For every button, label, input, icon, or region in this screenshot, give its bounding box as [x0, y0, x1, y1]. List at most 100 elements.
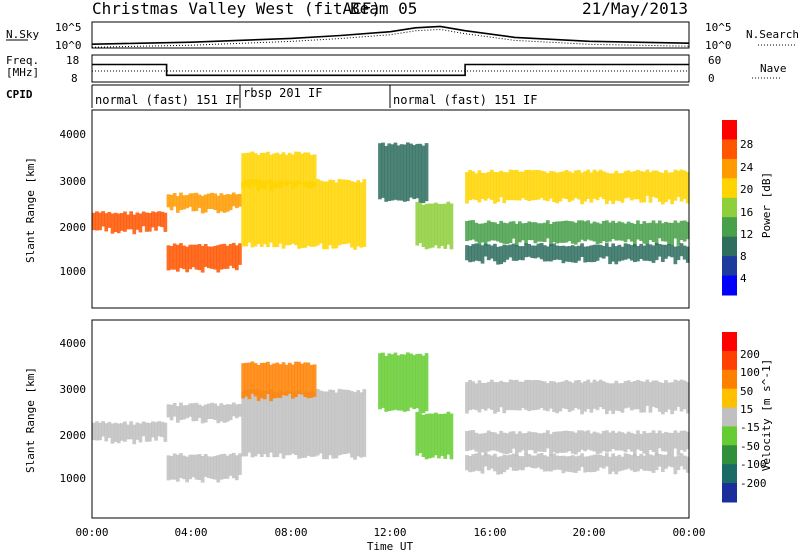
heatmap-cell — [629, 245, 634, 261]
heatmap-cell — [633, 433, 637, 457]
heatmap-cell — [390, 354, 395, 411]
heatmap-cell — [654, 243, 659, 261]
heatmap-cell — [549, 454, 553, 472]
velocity-colorbar — [722, 332, 737, 503]
heatmap-cell — [676, 455, 681, 471]
colorbar-swatch — [722, 120, 737, 140]
heatmap-cell — [418, 203, 423, 244]
heatmap-cell — [278, 364, 283, 398]
heatmap-cell — [679, 453, 684, 467]
heatmap-cell — [561, 431, 566, 453]
heatmap-cell — [518, 221, 522, 243]
heatmap-cell — [95, 421, 99, 441]
heatmap-cell — [406, 142, 410, 202]
heatmap-cell — [633, 223, 637, 247]
heatmap-cell — [521, 223, 525, 241]
heatmap-cell — [188, 244, 193, 270]
heatmap-cell — [272, 363, 276, 399]
heatmap-cell — [477, 244, 482, 262]
heatmap-cell — [309, 180, 314, 247]
heatmap-cell — [586, 220, 591, 240]
xtick-8: 08:00 — [274, 526, 307, 539]
noise-tick-top: 10^5 — [55, 21, 82, 34]
heatmap-cell — [623, 433, 628, 453]
power-cbtick-4: 4 — [740, 272, 747, 285]
heatmap-cell — [144, 212, 149, 232]
heatmap-cell — [225, 194, 230, 212]
heatmap-cell — [297, 151, 301, 185]
heatmap-cell — [315, 179, 320, 246]
heatmap-cell — [207, 456, 211, 479]
heatmap-cell — [312, 364, 317, 397]
heatmap-cell — [331, 180, 336, 249]
heatmap-cell — [608, 222, 612, 242]
heatmap-cell — [552, 221, 556, 243]
heatmap-cell — [614, 456, 619, 475]
heatmap-cell — [570, 245, 575, 263]
heatmap-cell — [546, 173, 550, 202]
heatmap-cell — [595, 432, 600, 455]
heatmap-cell — [633, 244, 637, 263]
heatmap-cell — [648, 382, 653, 413]
heatmap-cell — [657, 244, 662, 257]
heatmap-cell — [617, 244, 622, 262]
heatmap-cell — [222, 243, 227, 269]
heatmap-cell — [539, 243, 544, 260]
heatmap-cell — [213, 193, 217, 210]
heatmap-cell — [194, 402, 199, 421]
heatmap-cell — [359, 392, 364, 458]
heatmap-cell — [636, 220, 640, 240]
heatmap-cell — [306, 181, 311, 246]
heatmap-cell — [231, 402, 236, 417]
heatmap-cell — [241, 363, 245, 399]
heatmap-cell — [421, 145, 426, 204]
heatmap-cell — [508, 169, 513, 201]
heatmap-cell — [614, 246, 619, 265]
velocity-panel: Slant Range [km] 4000 3000 2000 1000 Vel… — [24, 319, 773, 519]
heatmap-cell — [197, 404, 202, 418]
heatmap-cell — [247, 152, 252, 190]
heatmap-cell — [468, 169, 472, 201]
xaxis-label: Time UT — [367, 540, 414, 553]
heatmap-cell — [530, 245, 535, 258]
heatmap-cell — [322, 391, 326, 460]
heatmap-cell — [235, 245, 239, 271]
heatmap-cell — [378, 353, 382, 410]
heatmap-cell — [601, 381, 606, 410]
colorbar-swatch — [722, 139, 737, 160]
heatmap-cell — [524, 223, 528, 245]
heatmap-cell — [555, 431, 559, 454]
heatmap-cell — [561, 221, 566, 243]
heatmap-cell — [197, 454, 202, 481]
heatmap-cell — [577, 455, 581, 471]
colorbar-swatch — [722, 388, 737, 409]
heatmap-cell — [648, 432, 653, 451]
heatmap-cell — [294, 181, 298, 246]
heatmap-cell — [231, 192, 236, 207]
heatmap-cell — [356, 390, 360, 457]
heatmap-cell — [421, 355, 426, 414]
heatmap-cell — [154, 422, 158, 441]
heatmap-cell — [530, 455, 535, 468]
heatmap-cell — [104, 423, 109, 442]
heatmap-cell — [598, 433, 603, 454]
heatmap-cell — [113, 212, 118, 232]
heatmap-cell — [148, 423, 152, 442]
heatmap-cell — [247, 389, 252, 453]
heatmap-cell — [347, 390, 351, 454]
heatmap-cell — [670, 382, 674, 415]
heatmap-cell — [552, 381, 556, 412]
heatmap-cell — [592, 221, 597, 242]
heatmap-cell — [353, 182, 357, 250]
heatmap-cell — [486, 430, 491, 452]
heatmap-cell — [611, 430, 615, 449]
heatmap-cell — [347, 180, 351, 244]
heatmap-cell — [654, 170, 659, 199]
heatmap-cell — [552, 431, 556, 453]
heatmap-cell — [172, 453, 177, 480]
heatmap-cell — [611, 383, 615, 414]
heatmap-cell — [176, 454, 180, 482]
heatmap-cell — [514, 455, 519, 471]
cpid-segment-1: normal (fast) 151 IF — [95, 93, 240, 107]
heatmap-cell — [222, 453, 227, 479]
